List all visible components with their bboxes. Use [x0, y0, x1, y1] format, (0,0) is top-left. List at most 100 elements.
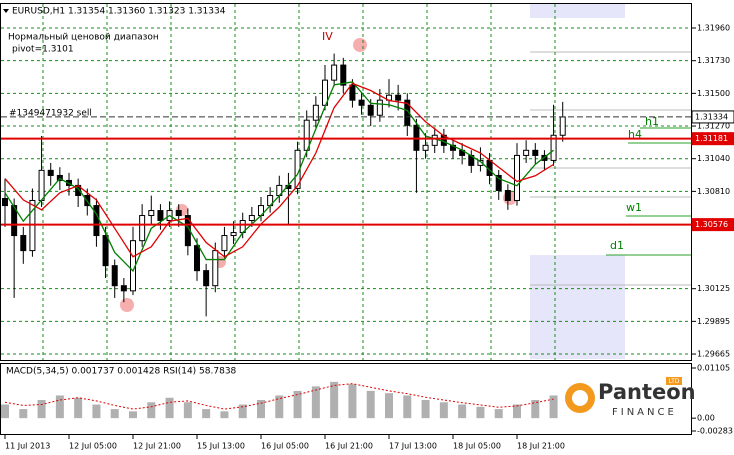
candle-body: [367, 104, 374, 116]
candle-body: [523, 149, 530, 156]
x-tick-label: 16 Jul 05:00: [261, 442, 309, 451]
y-tick-label: 1.31040: [697, 154, 730, 163]
macd-bar: [110, 409, 119, 419]
signal-line: [4, 383, 554, 410]
macd-bar: [238, 404, 247, 419]
candle-body: [495, 174, 502, 192]
candle-body: [422, 144, 429, 151]
level-markers: [606, 127, 692, 256]
candle-body: [20, 235, 27, 252]
moving-average: [4, 82, 554, 258]
candle-body: [504, 190, 511, 201]
marks: [1, 53, 566, 419]
macd-bar: [220, 411, 229, 419]
macd-bar: [37, 399, 46, 419]
x-tick-label: 15 Jul 13:00: [197, 442, 245, 451]
logo-sub: FINANCE: [612, 407, 677, 418]
candle-body: [230, 232, 237, 237]
pivot-lines: [530, 51, 692, 286]
macd-bar: [293, 390, 302, 419]
price-tag: [691, 110, 734, 124]
macd-bar: [385, 393, 393, 419]
candle-body: [157, 210, 164, 221]
level-label: w1: [626, 201, 642, 214]
y-tick-label: 1.29665: [697, 350, 730, 359]
candle-body: [221, 235, 228, 252]
x-tick-label: 16 Jul 21:00: [325, 442, 373, 451]
macd-bar: [439, 402, 448, 419]
candle-body: [331, 64, 338, 81]
candle-body: [532, 149, 539, 156]
price-tag: [691, 218, 734, 232]
candle-body: [312, 104, 319, 121]
y-tick-label: 0.00: [697, 414, 715, 423]
price-tag-label: 1.30576: [695, 220, 728, 229]
macd-bar: [311, 386, 320, 419]
y-tick-label: -0.00283: [697, 427, 733, 436]
range-shade: [530, 4, 625, 18]
macd-bar: [183, 402, 192, 419]
candle-body: [93, 205, 100, 237]
candle-body: [349, 84, 356, 101]
x-tick-label: 17 Jul 13:00: [389, 442, 437, 451]
macd-bar: [147, 402, 156, 419]
macd-bar: [513, 404, 521, 419]
macd-bar: [92, 404, 101, 419]
candle-body: [203, 270, 210, 287]
candle-body: [139, 215, 146, 242]
menu-icon: [3, 9, 9, 13]
y-tick-label: 1.30125: [697, 284, 730, 293]
annotation: pivot=1.3101: [12, 45, 74, 55]
candle-body: [175, 210, 182, 217]
x-tick-label: 18 Jul 05:00: [453, 442, 501, 451]
y-tick-label: 1.31270: [697, 122, 730, 131]
candle-body: [559, 116, 566, 136]
macd-bar: [330, 381, 339, 419]
macd-bar: [202, 409, 211, 419]
macd-bar: [476, 406, 485, 419]
macd-frame: [0, 363, 692, 435]
macd-bar: [55, 395, 64, 419]
level-label: h1: [645, 115, 659, 128]
candle-body: [212, 250, 219, 287]
y-tick-label: 1.29895: [697, 317, 730, 326]
macd-bar: [275, 395, 284, 419]
x-tick-label: 11 Jul 2013: [5, 442, 50, 451]
level-label: d1: [610, 239, 624, 252]
candle-body: [340, 64, 347, 86]
candle-body: [514, 154, 520, 201]
candle-body: [248, 215, 255, 221]
candle-body: [550, 134, 557, 161]
price-tag-label: 1.31334: [695, 112, 728, 121]
x-tick-label: 12 Jul 05:00: [69, 442, 117, 451]
candle-body: [194, 245, 200, 272]
macd-bar: [403, 395, 412, 419]
candle-body: [404, 99, 411, 126]
macd-bar: [531, 399, 540, 419]
candle-body: [148, 210, 155, 217]
grid: [1, 4, 691, 360]
y-tick-label: 1.31730: [697, 56, 730, 65]
candle-body: [102, 235, 109, 267]
macd-bar: [494, 409, 503, 419]
x-tick-label: 12 Jul 21:00: [133, 442, 181, 451]
x-tick-label: 18 Jul 21:00: [517, 442, 565, 451]
candle-body: [11, 205, 18, 237]
candle-body: [431, 134, 438, 146]
y-tick-label: 0.01105: [697, 364, 730, 373]
range-shade: [530, 255, 625, 359]
wave-label: IV: [322, 30, 333, 43]
macd-bar: [348, 384, 357, 419]
candle-body: [477, 159, 484, 166]
swing-marker: [353, 38, 367, 52]
macd-bar: [549, 395, 558, 419]
logo-badge-text: LTD: [669, 378, 680, 385]
candle-body: [376, 99, 383, 116]
candle-body: [120, 285, 127, 292]
y-tick-label: 1.31960: [697, 24, 730, 33]
macd-bar: [257, 399, 265, 419]
macd-bar: [366, 390, 375, 419]
macd-bar: [458, 404, 467, 419]
